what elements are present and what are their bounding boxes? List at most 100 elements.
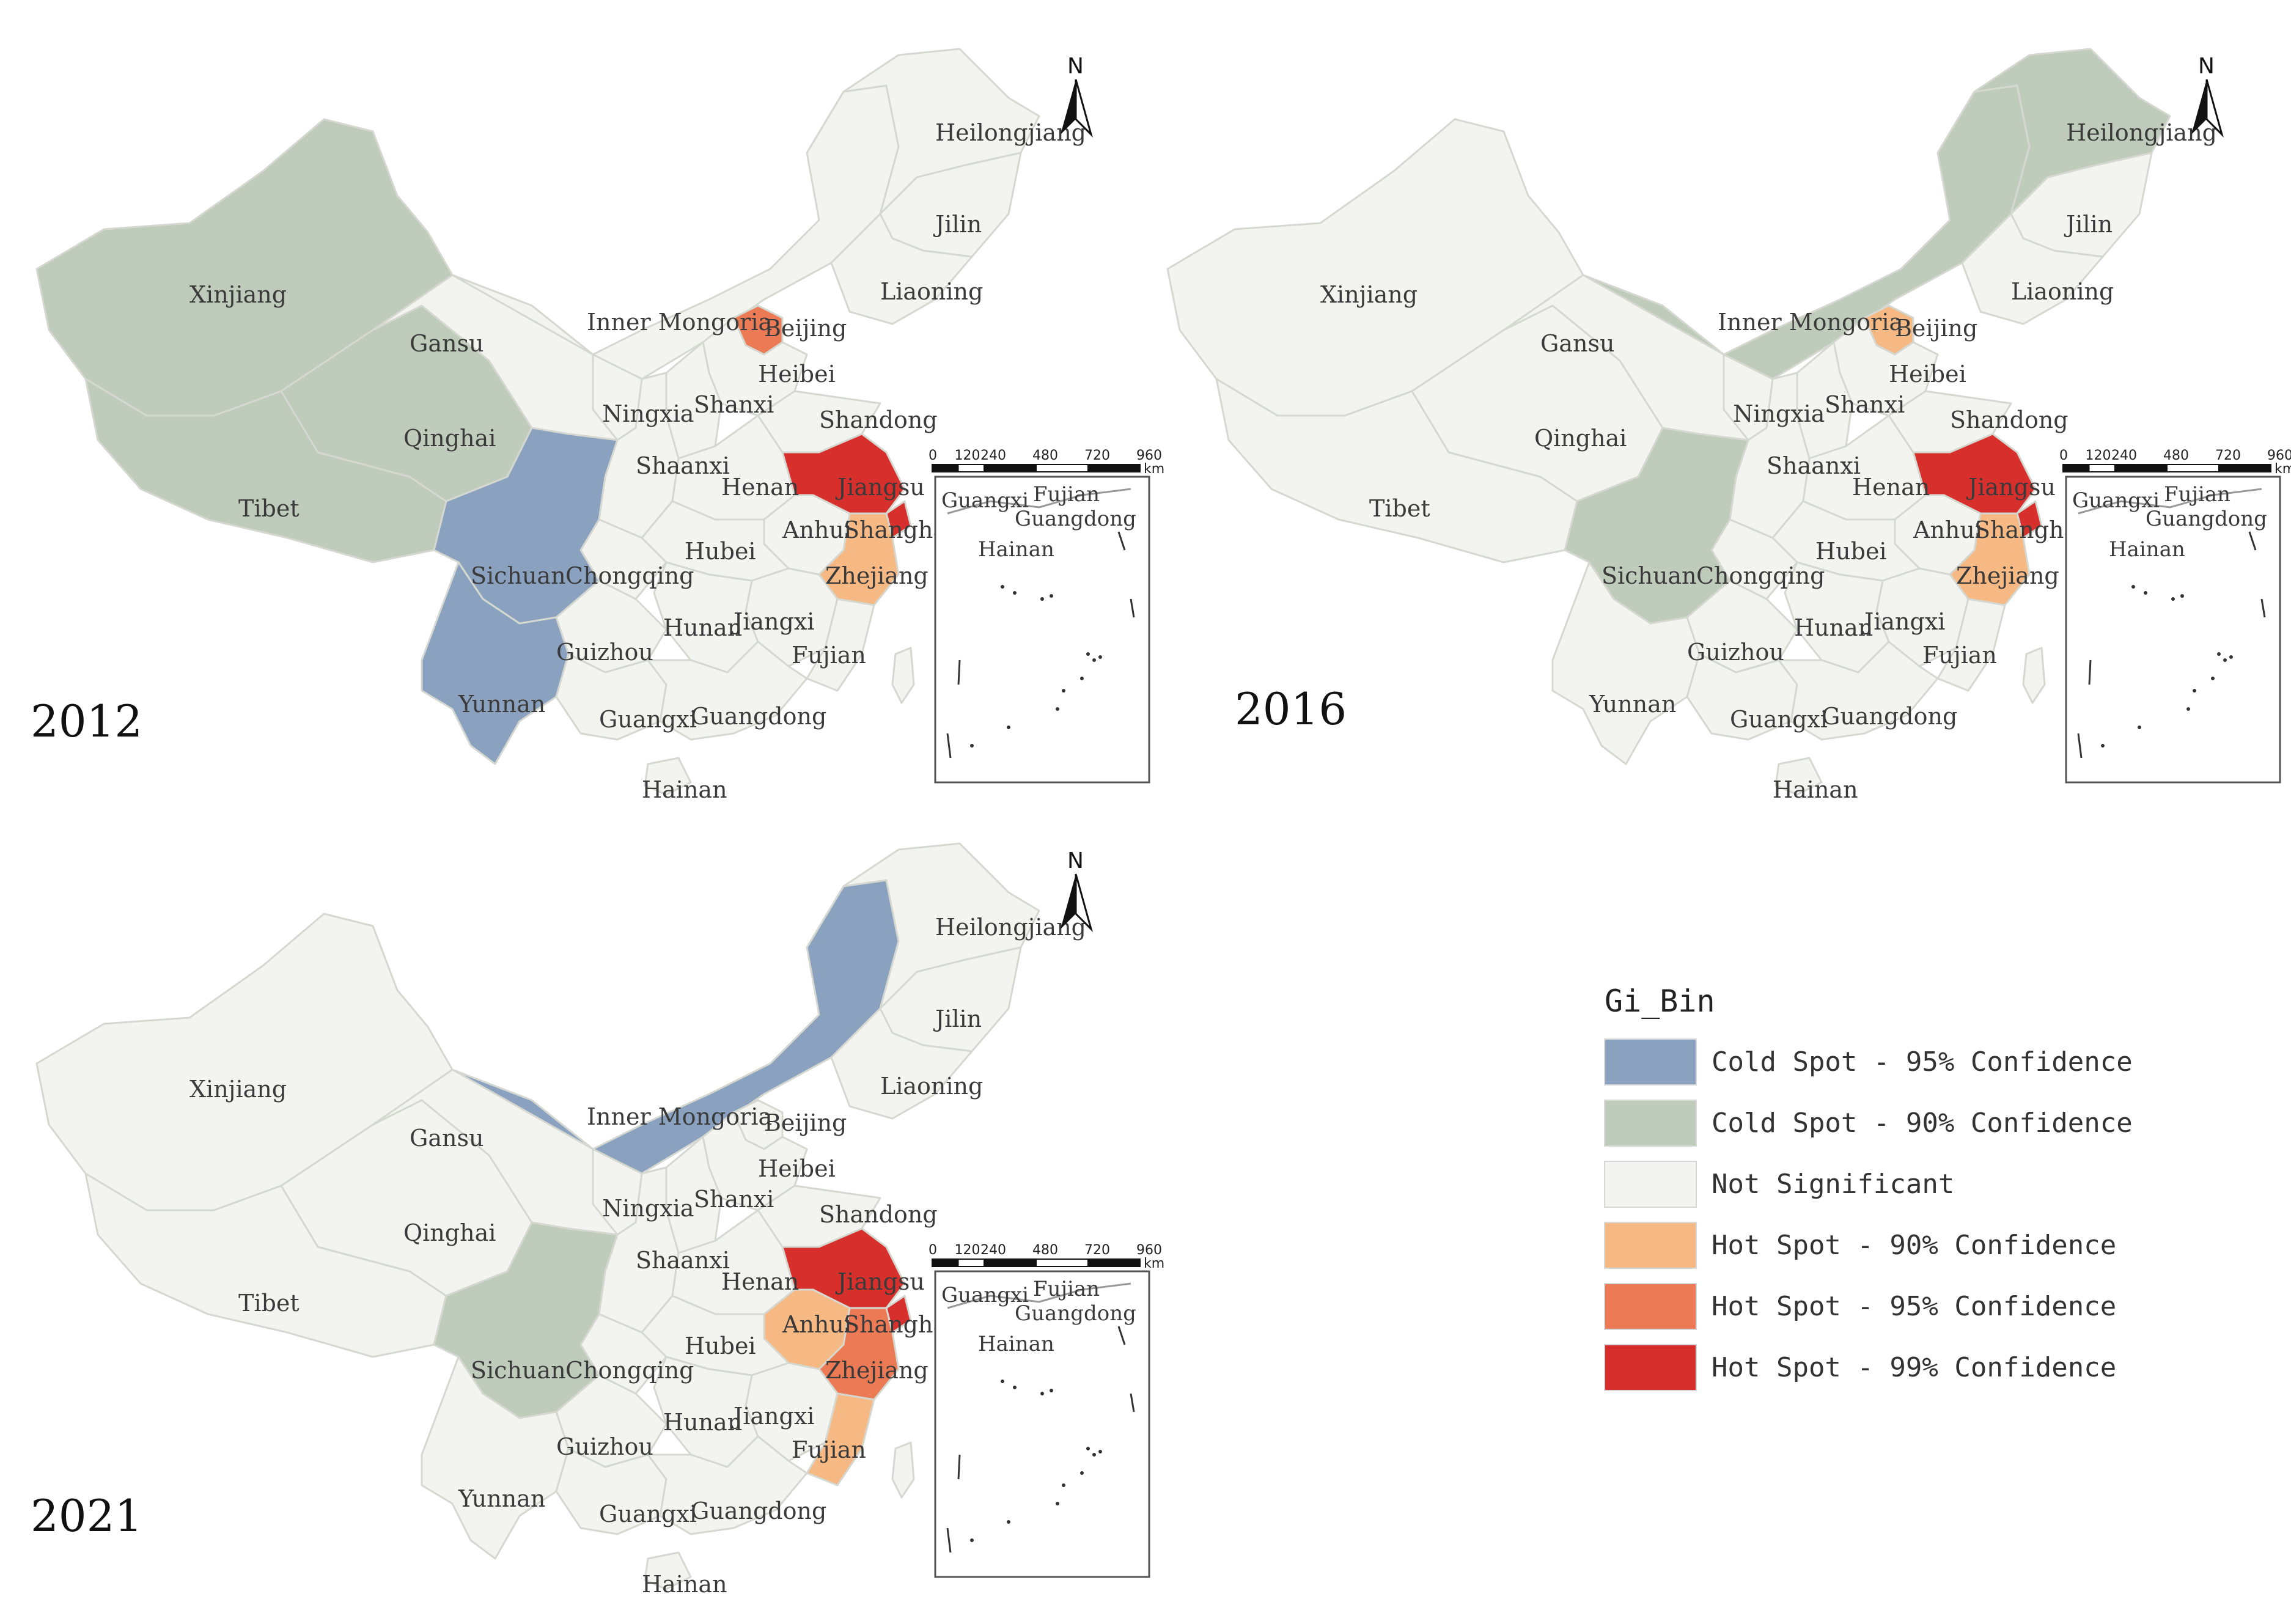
province-label: Heibei xyxy=(758,1155,836,1182)
province-label: Guangxi xyxy=(599,1501,697,1527)
province-label: Gansu xyxy=(1540,330,1614,357)
province-label: Zhejiang xyxy=(1956,562,2059,589)
legend-label: Cold Spot - 90% Confidence xyxy=(1712,1108,2133,1139)
province-label: Shanxi xyxy=(1825,391,1905,418)
province-label: Guangxi xyxy=(599,706,697,733)
province-label: Jiangxi xyxy=(1862,608,1945,635)
scale-tick-label: 240 xyxy=(2111,448,2137,463)
inset-label: Fujian xyxy=(1033,482,1100,507)
province-label: Sichuan xyxy=(1601,562,1697,589)
province-label: Heilongjiang xyxy=(2066,119,2217,146)
scale-tick-label: 120 xyxy=(2086,448,2111,463)
province-label: Shandong xyxy=(1950,406,2069,433)
province-label: Hunan xyxy=(1794,614,1873,641)
province-label: Hubei xyxy=(685,1332,756,1359)
province-hainan xyxy=(644,757,692,796)
inset-label: Guangxi xyxy=(2072,488,2160,513)
province-label: Heibei xyxy=(758,361,836,388)
province-taiwan xyxy=(891,647,915,704)
scale-tick-label: 0 xyxy=(929,1243,937,1258)
province-label: Hunan xyxy=(663,1409,742,1436)
province-label: Jiangsu xyxy=(1966,474,2056,501)
scale-tick-label: 720 xyxy=(2215,448,2241,463)
province-label: Guangdong xyxy=(691,1497,826,1524)
scale-tick-label: 0 xyxy=(2059,448,2068,463)
inset-label: Guangdong xyxy=(2146,507,2267,531)
legend: Gi_Bin Cold Spot - 95% Confidence Cold Spo… xyxy=(1604,983,2133,1391)
province-label: Henan xyxy=(721,474,799,501)
province-label: Jilin xyxy=(933,1005,982,1032)
province-label: Guizhou xyxy=(1687,639,1784,666)
province-label: Inner Mongoria xyxy=(587,1103,772,1130)
province-label: Inner Mongoria xyxy=(587,309,772,336)
inset-label: Guangxi xyxy=(941,1283,1029,1307)
province-taiwan xyxy=(2022,647,2046,704)
province-label: Hubei xyxy=(685,538,756,565)
inset-label: Guangdong xyxy=(1015,1301,1136,1326)
province-hainan xyxy=(644,1551,692,1590)
province-label: Chongqing xyxy=(565,562,694,589)
province-guangdong xyxy=(1778,641,1939,741)
north-label: N xyxy=(1067,54,1084,79)
province-label: Liaoning xyxy=(880,1073,983,1100)
inset-label: Guangdong xyxy=(1015,507,1136,531)
map-panel-2012: Heilongjiang Jilin Liaoning Xinjiang Gansu In… xyxy=(31,48,1164,803)
province-label: Henan xyxy=(721,1268,799,1295)
province-label: Tibet xyxy=(238,1290,300,1317)
scale-tick-label: 960 xyxy=(2267,448,2291,463)
province-label: Tibet xyxy=(1369,495,1430,522)
province-label: Henan xyxy=(1852,474,1930,501)
scale-unit: km xyxy=(1144,1256,1164,1271)
province-label: Hubei xyxy=(1815,538,1887,565)
scale-tick-label: 0 xyxy=(929,448,937,463)
legend-swatch xyxy=(1604,1161,1697,1208)
province-label: Chongqing xyxy=(1696,562,1825,589)
province-label: Hainan xyxy=(642,776,727,803)
inset-label: Guangxi xyxy=(941,488,1029,513)
scale-tick-label: 960 xyxy=(1136,1243,1162,1258)
province-label: Anhui xyxy=(782,1311,851,1338)
province-label: Heilongjiang xyxy=(935,119,1086,146)
scale-tick-label: 960 xyxy=(1136,448,1162,463)
scale-unit: km xyxy=(1144,461,1164,477)
scale-tick-label: 240 xyxy=(980,448,1006,463)
province-label: Yunnan xyxy=(1589,691,1676,718)
province-label: Shandong xyxy=(819,406,938,433)
scale-unit: km xyxy=(2274,461,2291,477)
province-label: Hainan xyxy=(642,1571,727,1598)
province-label: Fujian xyxy=(792,1436,866,1463)
province-label: Jiangsu xyxy=(835,1268,925,1295)
north-arrow-icon: N xyxy=(2191,54,2224,138)
province-label: Ningxia xyxy=(602,1195,694,1222)
province-label: Liaoning xyxy=(2011,278,2114,305)
year-label: 2012 xyxy=(31,696,142,747)
province-label: Tibet xyxy=(238,495,300,522)
province-label: Jiangxi xyxy=(731,1403,814,1430)
map-panel-2016: Heilongjiang Jilin Liaoning Xinjiang Gansu In… xyxy=(1166,48,2291,803)
province-label: Hainan xyxy=(1773,776,1858,803)
province-label: Jilin xyxy=(933,211,982,238)
scale-tick-label: 480 xyxy=(1032,448,1058,463)
province-label: Shaanxi xyxy=(636,452,730,479)
province-label: Sichuan xyxy=(471,562,566,589)
inset-label: Hainan xyxy=(2109,537,2185,562)
north-arrow-icon: N xyxy=(1061,848,1093,933)
legend-swatch xyxy=(1604,1283,1697,1330)
province-taiwan xyxy=(891,1441,915,1499)
province-label: Xinjiang xyxy=(1320,281,1418,308)
province-label: Jiangsu xyxy=(835,474,925,501)
legend-swatch xyxy=(1604,1344,1697,1391)
province-label: Guangdong xyxy=(691,703,826,730)
province-label: Qinghai xyxy=(1534,425,1627,452)
province-liaoning xyxy=(1961,213,2104,325)
scale-tick-label: 480 xyxy=(2163,448,2189,463)
province-label: Shaanxi xyxy=(636,1247,730,1274)
north-label: N xyxy=(1067,848,1084,873)
province-label: Heibei xyxy=(1889,361,1966,388)
inset-label: Fujian xyxy=(1033,1277,1100,1301)
province-hainan xyxy=(1774,757,1823,796)
